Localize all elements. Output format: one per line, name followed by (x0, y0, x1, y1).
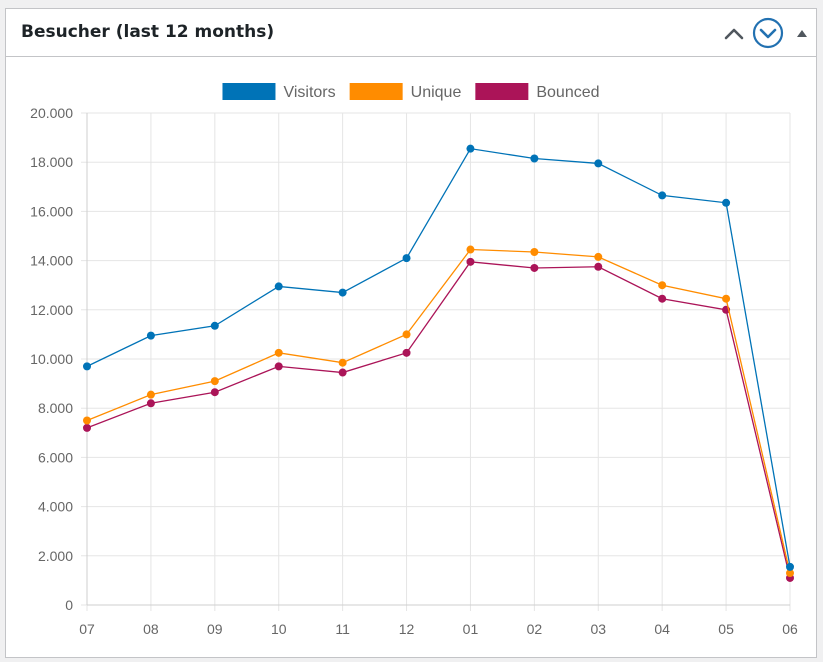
data-point[interactable] (658, 281, 667, 290)
data-point[interactable] (722, 294, 731, 303)
y-tick-label: 0 (65, 597, 73, 613)
legend-item-visitors[interactable]: Visitors (222, 83, 336, 101)
legend-label: Unique (411, 84, 462, 101)
toggle-panel-button[interactable] (792, 9, 812, 56)
data-point[interactable] (146, 399, 155, 408)
data-point[interactable] (274, 362, 283, 371)
data-point[interactable] (146, 390, 155, 399)
x-tick-label: 12 (399, 621, 415, 637)
data-point[interactable] (786, 569, 794, 578)
y-tick-label: 18.000 (30, 154, 73, 170)
data-point[interactable] (402, 330, 411, 339)
chart-area: 0 2.000 4.000 6.000 8.000 10.000 12.000 14.000 1… (6, 57, 816, 657)
x-tick-label: 09 (207, 621, 223, 637)
y-tick-label: 20.000 (30, 105, 73, 121)
data-point[interactable] (83, 423, 91, 432)
x-tick-label: 11 (335, 621, 350, 637)
chart-grid (81, 112, 791, 611)
chart-series (83, 144, 794, 582)
data-point[interactable] (210, 321, 219, 330)
x-tick-label: 02 (527, 621, 543, 637)
widget-title: Besucher (last 12 months) (21, 22, 275, 42)
data-point[interactable] (83, 362, 91, 371)
data-point[interactable] (658, 294, 667, 303)
x-tick-label: 08 (143, 621, 159, 637)
line-chart: 0 2.000 4.000 6.000 8.000 10.000 12.000 14.000 1… (30, 83, 798, 637)
series-visitors (83, 144, 794, 571)
y-tick-label: 8.000 (38, 400, 73, 416)
legend-swatch (349, 83, 403, 100)
legend-item-unique[interactable]: Unique (349, 83, 462, 101)
series-line (86, 147, 791, 567)
x-tick-label: 05 (718, 621, 734, 637)
x-tick-label: 03 (590, 621, 606, 637)
y-tick-label: 10.000 (30, 351, 73, 367)
data-point[interactable] (210, 388, 219, 397)
triangle-up-icon (797, 29, 807, 37)
visitors-widget: Besucher (last 12 months) 0 2.000 4.000 6.0… (5, 8, 817, 658)
data-point[interactable] (338, 368, 347, 377)
data-point[interactable] (530, 247, 539, 256)
series-line (86, 261, 791, 579)
y-tick-label: 16.000 (30, 203, 73, 219)
legend-label: Visitors (283, 84, 335, 101)
data-point[interactable] (402, 348, 411, 357)
y-tick-label: 2.000 (38, 548, 73, 564)
widget-header: Besucher (last 12 months) (6, 9, 816, 57)
data-point[interactable] (658, 191, 667, 200)
series-unique (83, 245, 794, 578)
data-point[interactable] (210, 377, 219, 386)
chevron-down-circle-icon (752, 17, 784, 48)
x-tick-label: 06 (782, 621, 798, 637)
chevron-up-icon (724, 28, 744, 39)
data-point[interactable] (338, 358, 347, 367)
data-point[interactable] (594, 252, 603, 261)
data-point[interactable] (146, 331, 155, 340)
move-down-button[interactable] (750, 9, 786, 56)
chart-legend: Visitors Unique Bounced (222, 83, 600, 101)
legend-label: Bounced (536, 84, 599, 101)
data-point[interactable] (274, 282, 283, 291)
x-tick-label: 04 (654, 621, 670, 637)
series-bounced (83, 257, 794, 582)
data-point[interactable] (466, 257, 475, 266)
move-up-button[interactable] (720, 9, 748, 56)
x-tick-label: 07 (79, 621, 95, 637)
data-point[interactable] (466, 245, 475, 254)
data-point[interactable] (274, 348, 283, 357)
legend-swatch (222, 83, 276, 100)
x-tick-label: 10 (271, 621, 287, 637)
data-point[interactable] (786, 562, 794, 571)
data-point[interactable] (402, 254, 411, 263)
y-tick-label: 6.000 (38, 449, 73, 465)
data-point[interactable] (530, 154, 539, 163)
data-point[interactable] (83, 416, 91, 425)
legend-swatch (475, 83, 529, 100)
chart-axes: 0 2.000 4.000 6.000 8.000 10.000 12.000 14.000 1… (30, 105, 798, 637)
data-point[interactable] (594, 159, 603, 168)
y-tick-label: 14.000 (30, 253, 73, 269)
data-point[interactable] (530, 263, 539, 272)
y-tick-label: 12.000 (30, 302, 73, 318)
data-point[interactable] (338, 288, 347, 297)
data-point[interactable] (722, 198, 731, 207)
x-tick-label: 01 (463, 621, 479, 637)
data-point[interactable] (594, 262, 603, 271)
series-line (86, 248, 791, 574)
data-point[interactable] (466, 144, 475, 153)
y-tick-label: 4.000 (38, 499, 73, 515)
legend-item-bounced[interactable]: Bounced (475, 83, 600, 101)
